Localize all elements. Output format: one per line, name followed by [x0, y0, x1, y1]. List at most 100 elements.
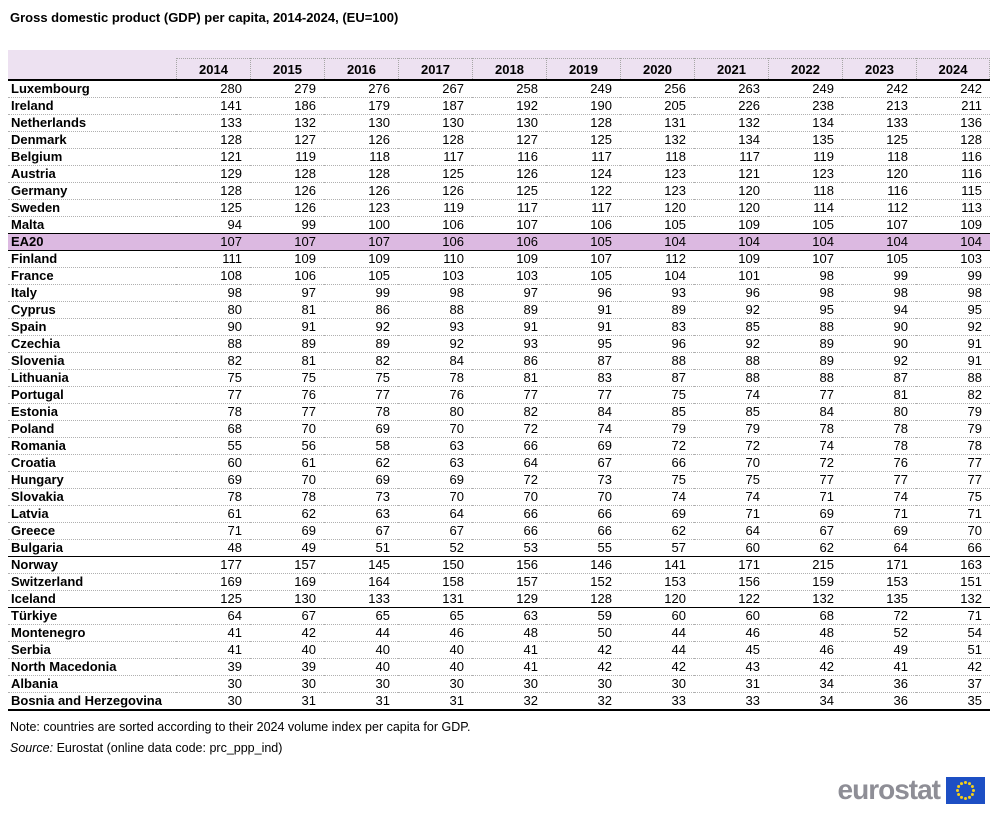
value-cell-2014: 128: [220, 183, 242, 198]
value-cell-2020: 74: [671, 489, 686, 504]
value-cell-2016: 276: [368, 81, 390, 96]
value-cell-2019: 50: [597, 625, 612, 640]
value-cell-2020: 44: [671, 642, 686, 657]
value-cell-2019: 190: [590, 98, 612, 113]
value-cell-2015: 126: [294, 183, 316, 198]
value-cell-2023: 92: [893, 353, 908, 368]
value-cell-2015: 76: [301, 387, 316, 402]
value-cell-2023: 71: [893, 506, 908, 521]
value-cell-2021: 60: [745, 540, 760, 555]
value-cell-2016: 105: [368, 268, 390, 283]
value-cell-2014: 128: [220, 132, 242, 147]
value-cell-2021: 71: [745, 506, 760, 521]
value-cell-2021: 85: [745, 404, 760, 419]
value-cell-2014: 111: [222, 251, 242, 266]
value-cell-2018: 72: [523, 472, 538, 487]
value-cell-2016: 86: [375, 302, 390, 317]
value-cell-2015: 67: [301, 608, 316, 623]
value-cell-2019: 30: [597, 676, 612, 691]
value-cell-2021: 96: [745, 285, 760, 300]
year-header-2019: 2019: [546, 50, 620, 81]
value-cell-2015: 75: [301, 370, 316, 385]
value-cell-2024: 163: [960, 557, 982, 572]
value-cell-2015: 56: [301, 438, 316, 453]
value-cell-2021: 46: [745, 625, 760, 640]
value-cell-2023: 90: [893, 319, 908, 334]
value-cell-2022: 34: [819, 693, 834, 708]
value-cell-2018: 63: [523, 608, 538, 623]
table-row-estonia: Estonia 78 77 78 80 82 84 85 85 84 80 79: [8, 404, 990, 421]
table-row-ea20: EA20 107 107 107 106 106 105 104 104 104 104 104: [8, 233, 990, 251]
value-cell-2016: 51: [375, 540, 390, 555]
value-cell-2023: 49: [893, 642, 908, 657]
value-cell-2022: 132: [812, 591, 834, 606]
value-cell-2021: 85: [745, 319, 760, 334]
value-cell-2024: 115: [961, 183, 982, 198]
table-header: 2014 2015 2016 2017 2018 2019 2020 2021 2022 2023…: [8, 50, 990, 81]
value-cell-2018: 156: [516, 557, 538, 572]
value-cell-2018: 77: [523, 387, 538, 402]
value-cell-2016: 58: [375, 438, 390, 453]
year-header-2020: 2020: [620, 50, 694, 81]
value-cell-2023: 213: [886, 98, 908, 113]
value-cell-2019: 84: [597, 404, 612, 419]
value-cell-2020: 60: [671, 608, 686, 623]
value-cell-2024: 77: [967, 455, 982, 470]
country-name: Sweden: [11, 200, 61, 215]
value-cell-2023: 125: [886, 132, 908, 147]
value-cell-2018: 116: [517, 149, 538, 164]
value-cell-2014: 78: [227, 489, 242, 504]
value-cell-2014: 30: [227, 693, 242, 708]
value-cell-2018: 53: [523, 540, 538, 555]
value-cell-2018: 86: [523, 353, 538, 368]
country-name: Albania: [11, 676, 58, 691]
value-cell-2017: 92: [449, 336, 464, 351]
value-cell-2022: 119: [813, 149, 834, 164]
value-cell-2020: 62: [671, 523, 686, 538]
table-row-portugal: Portugal 77 76 77 76 77 77 75 74 77 81 82: [8, 387, 990, 404]
value-cell-2014: 64: [227, 608, 242, 623]
value-cell-2019: 42: [597, 642, 612, 657]
value-cell-2019: 66: [597, 523, 612, 538]
value-cell-2016: 92: [375, 319, 390, 334]
value-cell-2022: 69: [819, 506, 834, 521]
value-cell-2024: 70: [967, 523, 982, 538]
value-cell-2017: 158: [442, 574, 464, 589]
value-cell-2018: 72: [523, 421, 538, 436]
value-cell-2014: 88: [227, 336, 242, 351]
value-cell-2017: 106: [442, 234, 464, 249]
value-cell-2021: 109: [738, 217, 760, 232]
table-row-norway: Norway 177 157 145 150 156 146 141 171 215 171 163: [8, 557, 990, 574]
value-cell-2022: 74: [819, 438, 834, 453]
value-cell-2023: 98: [893, 285, 908, 300]
value-cell-2017: 150: [442, 557, 464, 572]
value-cell-2017: 93: [449, 319, 464, 334]
value-cell-2020: 69: [671, 506, 686, 521]
value-cell-2018: 48: [523, 625, 538, 640]
value-cell-2016: 77: [375, 387, 390, 402]
year-header-2016: 2016: [324, 50, 398, 81]
year-header-2015: 2015: [250, 50, 324, 81]
value-cell-2019: 42: [597, 659, 612, 674]
value-cell-2023: 80: [893, 404, 908, 419]
value-cell-2024: 88: [967, 370, 982, 385]
value-cell-2022: 238: [812, 98, 834, 113]
value-cell-2015: 126: [294, 200, 316, 215]
value-cell-2020: 89: [671, 302, 686, 317]
value-cell-2023: 52: [893, 625, 908, 640]
value-cell-2021: 101: [738, 268, 760, 283]
value-cell-2015: 69: [301, 523, 316, 538]
value-cell-2014: 71: [227, 523, 242, 538]
value-cell-2019: 105: [590, 268, 612, 283]
value-cell-2016: 78: [375, 404, 390, 419]
value-cell-2019: 74: [597, 421, 612, 436]
value-cell-2015: 40: [301, 642, 316, 657]
value-cell-2016: 75: [375, 370, 390, 385]
value-cell-2015: 127: [294, 132, 316, 147]
value-cell-2018: 81: [523, 370, 538, 385]
value-cell-2016: 65: [375, 608, 390, 623]
value-cell-2024: 82: [967, 387, 982, 402]
value-cell-2023: 120: [886, 166, 908, 181]
value-cell-2021: 263: [738, 81, 760, 96]
value-cell-2024: 128: [960, 132, 982, 147]
